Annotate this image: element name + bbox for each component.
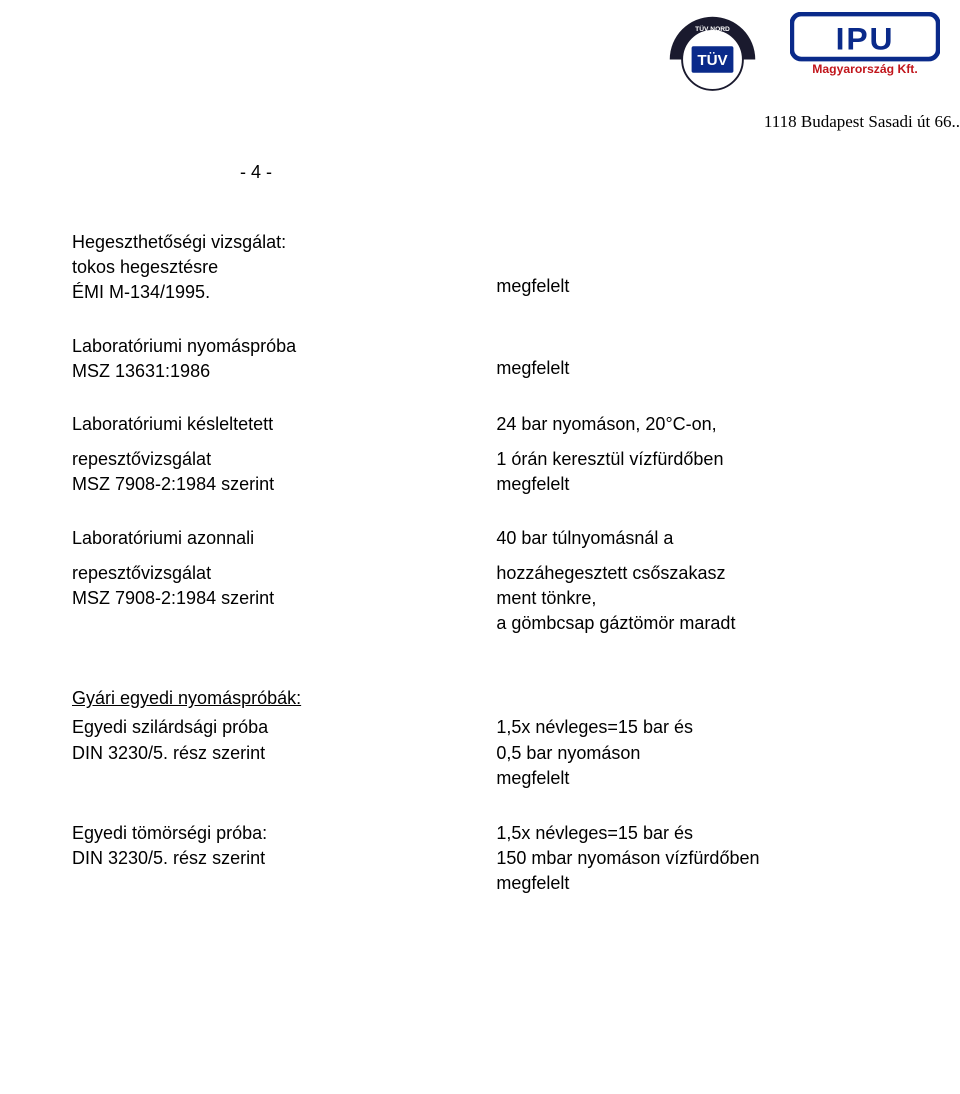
labd-right-2: 1 órán keresztül vízfürdőben [496, 447, 888, 472]
weld-left-1: Hegeszthetőségi vizsgálat: [72, 230, 464, 255]
factory-right-2: 0,5 bar nyomáson [496, 741, 888, 766]
document-body: Hegeszthetőségi vizsgálat: tokos hegeszt… [72, 230, 888, 925]
section-lab-delayed: Laboratóriumi késleltetett repesztővizsg… [72, 412, 888, 498]
weld-left-3: ÉMI M-134/1995. [72, 280, 464, 305]
section-factory: Gyári egyedi nyomáspróbák: Egyedi szilár… [72, 686, 888, 791]
ipu-logo: IPU Magyarország Kft. [790, 12, 940, 78]
density-right-2: 150 mbar nyomáson vízfürdőben [496, 846, 888, 871]
labp-left-2: MSZ 13631:1986 [72, 359, 464, 384]
labd-right-3: megfelelt [496, 472, 888, 497]
ipu-sub: Magyarország Kft. [812, 62, 918, 76]
weld-left-2: tokos hegesztésre [72, 255, 464, 280]
density-left-2: DIN 3230/5. rész szerint [72, 846, 464, 871]
section-lab-pressure: Laboratóriumi nyomáspróba MSZ 13631:1986… [72, 334, 888, 384]
page-number: - 4 - [240, 160, 272, 185]
density-right-3: megfelelt [496, 871, 888, 896]
header: TÜV TÜV NORD IPU Magyarország Kft. [665, 12, 940, 107]
factory-right-3: megfelelt [496, 766, 888, 791]
labp-right: megfelelt [496, 356, 888, 381]
svg-text:TÜV NORD: TÜV NORD [695, 24, 730, 33]
density-right-1: 1,5x névleges=15 bar és [496, 821, 888, 846]
labi-right-4: a gömbcsap gáztömör maradt [496, 611, 888, 636]
labp-left-1: Laboratóriumi nyomáspróba [72, 334, 464, 359]
labd-left-2: repesztővizsgálat [72, 447, 464, 472]
labi-right-2: hozzáhegesztett csőszakasz [496, 561, 888, 586]
factory-left-1: Egyedi szilárdsági próba [72, 715, 464, 740]
factory-right-1: 1,5x névleges=15 bar és [496, 715, 888, 740]
factory-left-2: DIN 3230/5. rész szerint [72, 741, 464, 766]
labi-left-1: Laboratóriumi azonnali [72, 526, 464, 551]
labi-left-2: repesztővizsgálat [72, 561, 464, 586]
density-left-1: Egyedi tömörségi próba: [72, 821, 464, 846]
labi-right-3: ment tönkre, [496, 586, 888, 611]
address-line: 1118 Budapest Sasadi út 66.. [764, 110, 960, 134]
svg-text:IPU: IPU [836, 21, 895, 57]
factory-title: Gyári egyedi nyomáspróbák: [72, 686, 888, 711]
section-density: Egyedi tömörségi próba: DIN 3230/5. rész… [72, 821, 888, 897]
labi-left-3: MSZ 7908-2:1984 szerint [72, 586, 464, 611]
labd-right-1: 24 bar nyomáson, 20°C-on, [496, 412, 888, 437]
svg-text:TÜV: TÜV [697, 52, 728, 69]
labd-left-1: Laboratóriumi késleltetett [72, 412, 464, 437]
tuv-nord-logo: TÜV TÜV NORD [665, 12, 760, 107]
labd-left-3: MSZ 7908-2:1984 szerint [72, 472, 464, 497]
section-lab-instant: Laboratóriumi azonnali repesztővizsgálat… [72, 526, 888, 637]
labi-right-1: 40 bar túlnyomásnál a [496, 526, 888, 551]
section-weldability: Hegeszthetőségi vizsgálat: tokos hegeszt… [72, 230, 888, 306]
weld-right: megfelelt [496, 274, 888, 299]
